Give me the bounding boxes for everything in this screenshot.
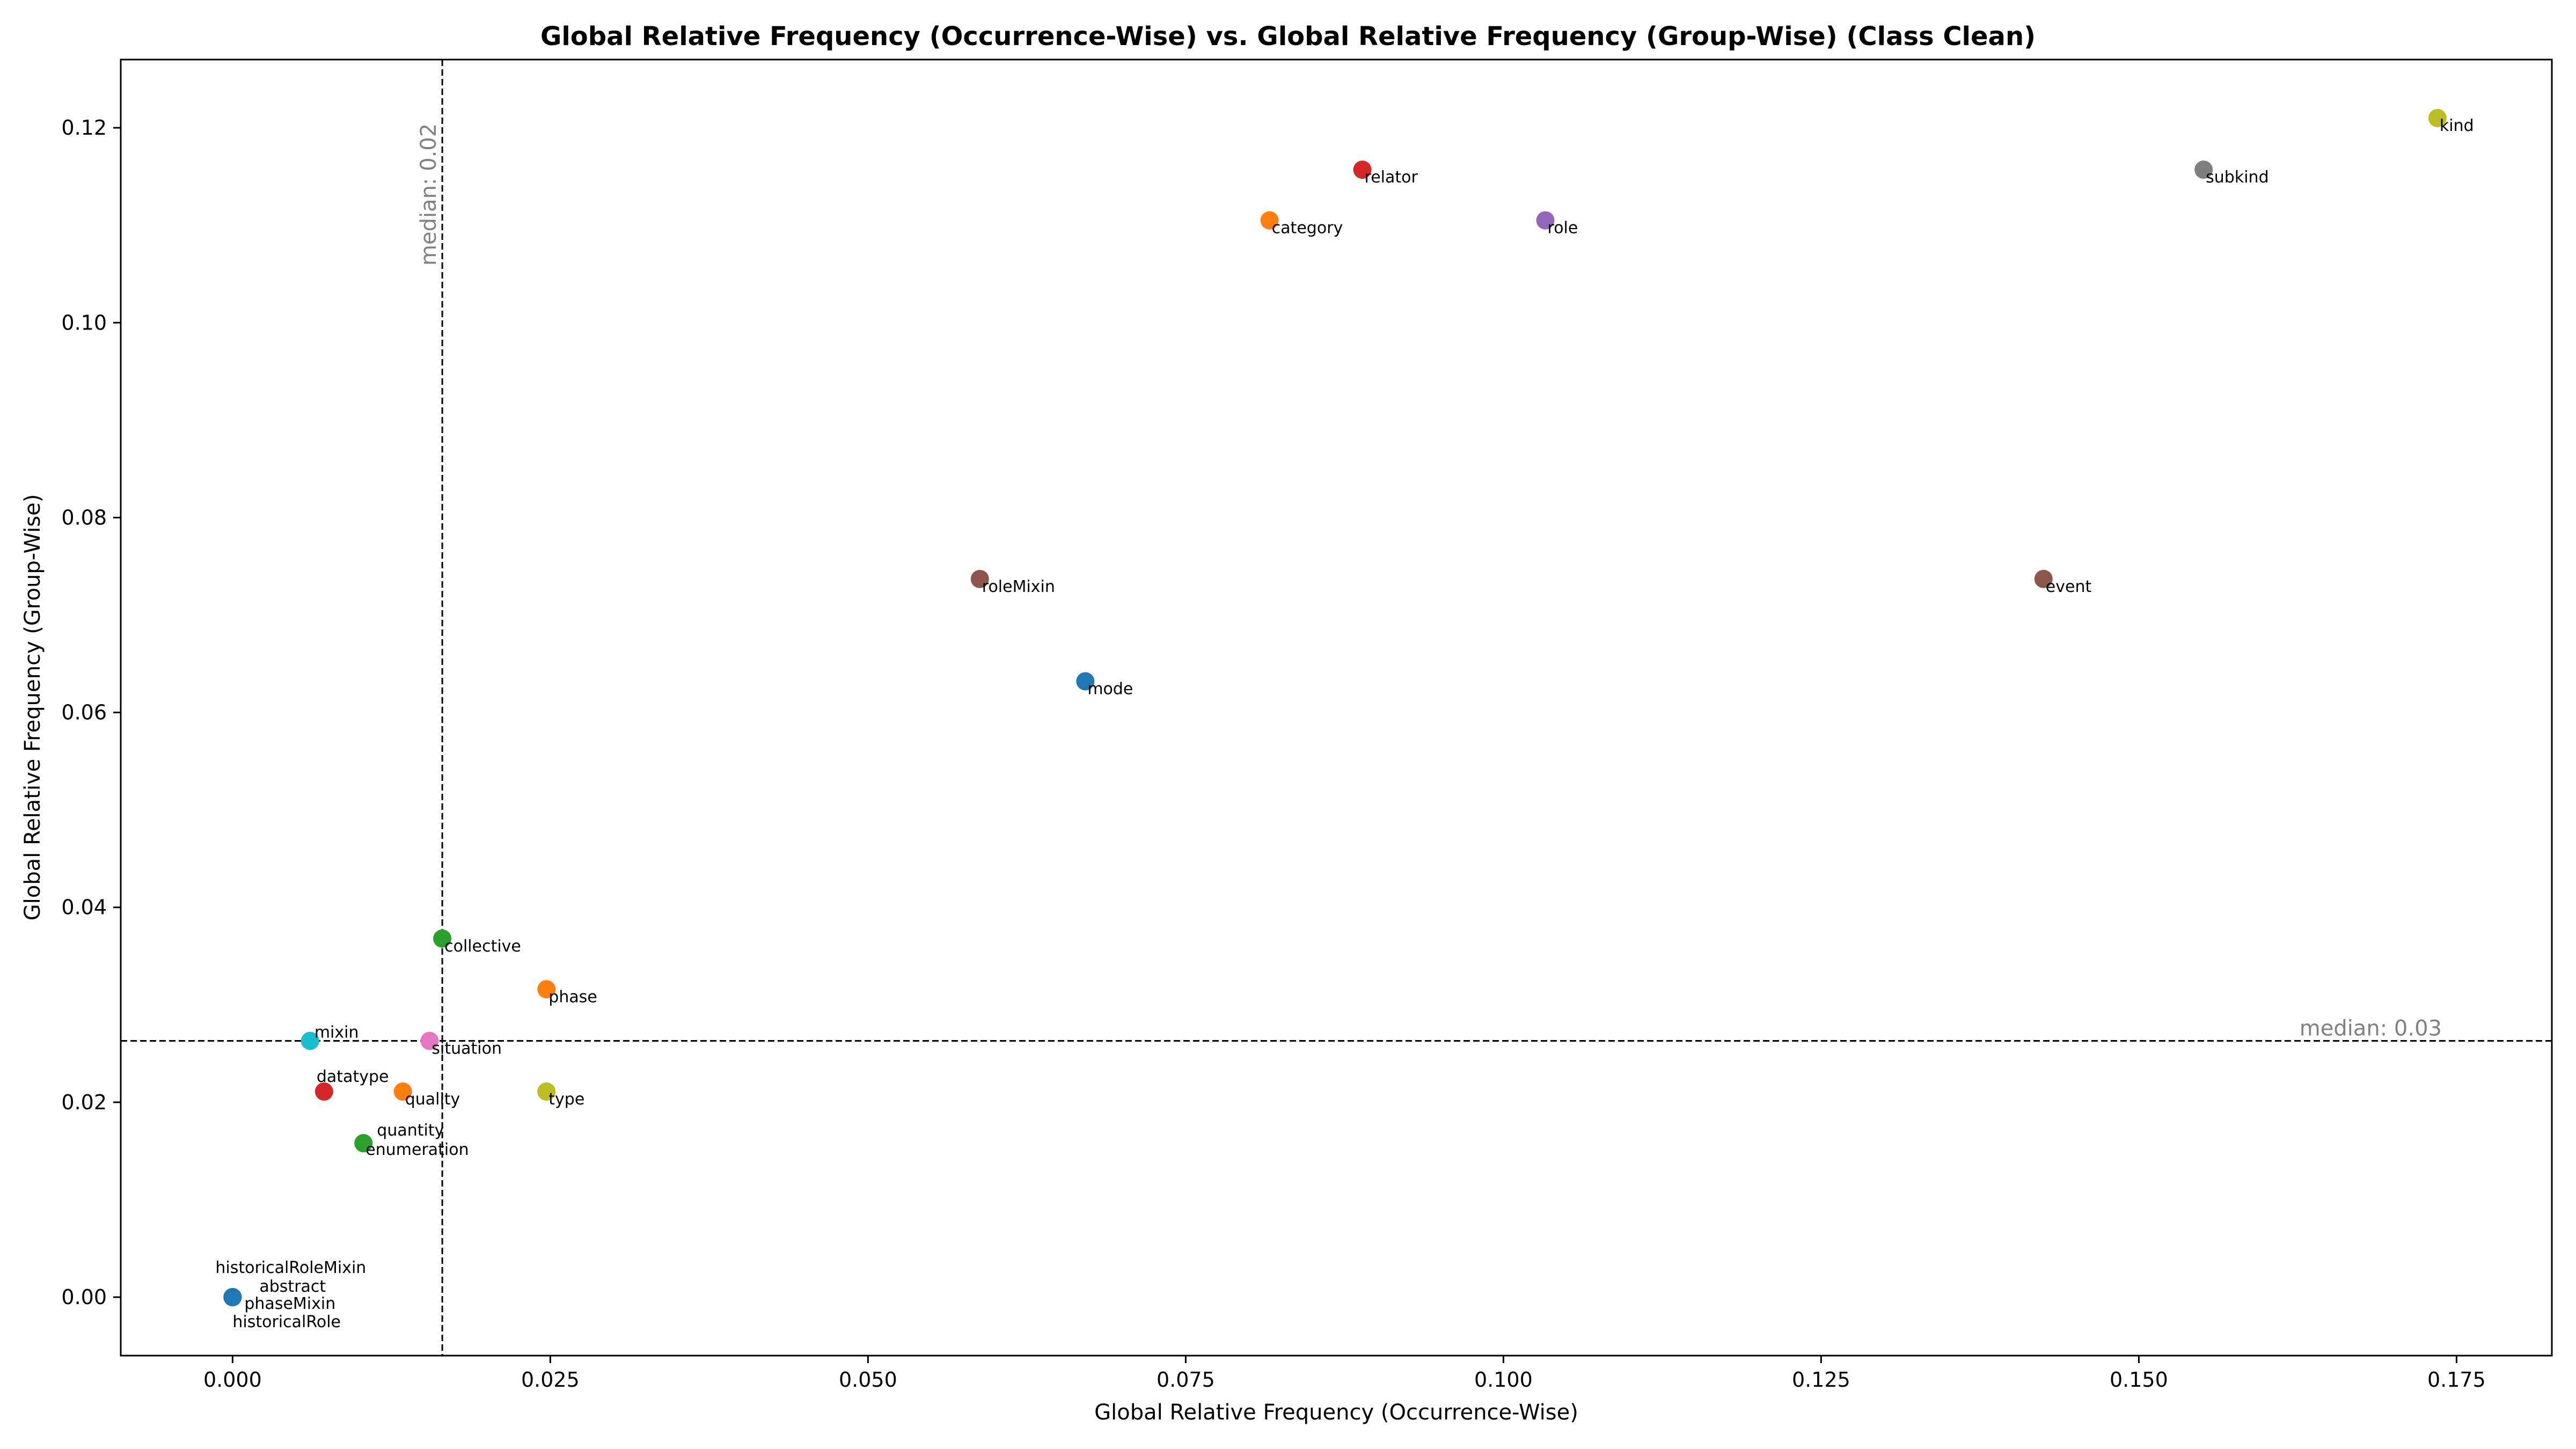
data-point-historicalRole (223, 1288, 242, 1307)
data-point-phase (537, 980, 556, 999)
x-tick-label: 0.150 (2110, 1368, 2168, 1392)
x-tick-label: 0.025 (521, 1368, 580, 1392)
x-tick-label: 0.000 (203, 1368, 262, 1392)
point-label-phaseMixin: phaseMixin (244, 1294, 335, 1313)
point-label-relator: relator (1365, 168, 1418, 187)
plot-area (120, 58, 2553, 1357)
point-label-collective: collective (444, 937, 521, 956)
x-axis-label: Global Relative Frequency (Occurrence-Wi… (1094, 1400, 1578, 1425)
x-tick-label: 0.050 (839, 1368, 897, 1392)
point-label-subkind: subkind (2206, 168, 2268, 187)
x-tick-label: 0.175 (2427, 1368, 2486, 1392)
data-point-kind (2428, 108, 2447, 127)
data-point-collective (433, 929, 452, 948)
point-label-phase: phase (548, 987, 597, 1006)
point-label-abstract: abstract (259, 1277, 326, 1296)
y-tick-label: 0.00 (61, 1285, 107, 1309)
data-point-mode (1076, 672, 1095, 691)
data-point-situation (420, 1031, 439, 1050)
y-tick-label: 0.04 (61, 896, 107, 919)
y-tick-label: 0.10 (61, 311, 107, 334)
point-label-roleMixin: roleMixin (982, 577, 1055, 596)
chart-title: Global Relative Frequency (Occurrence-Wi… (540, 21, 2036, 52)
point-label-kind: kind (2440, 116, 2474, 135)
point-label-enumeration: enumeration (365, 1140, 469, 1159)
y-tick-label: 0.02 (61, 1091, 107, 1114)
x-tick-label: 0.125 (1792, 1368, 1850, 1392)
point-label-category: category (1272, 219, 1343, 238)
point-label-datatype: datatype (317, 1067, 389, 1086)
point-label-event: event (2046, 577, 2092, 596)
point-label-role: role (1548, 219, 1578, 238)
scatter-points (223, 108, 2447, 1307)
point-labels: kind subkind relator category role roleMixin e… (215, 116, 2473, 1331)
x-tick-label: 0.075 (1157, 1368, 1215, 1392)
point-label-mode: mode (1087, 679, 1133, 698)
median-x-label: median: 0.02 (416, 123, 441, 266)
y-tick-label: 0.08 (61, 506, 107, 529)
data-point-subkind (2194, 160, 2213, 179)
data-point-role (1536, 211, 1555, 230)
point-label-historicalRole: historicalRole (232, 1313, 341, 1331)
x-tick-label: 0.100 (1474, 1368, 1533, 1392)
data-point-quality (393, 1082, 412, 1101)
point-label-mixin: mixin (314, 1023, 359, 1042)
data-point-category (1260, 211, 1279, 230)
point-label-situation: situation (431, 1040, 502, 1058)
y-tick-label: 0.06 (61, 701, 107, 724)
data-point-datatype (314, 1082, 333, 1101)
median-lines: median: 0.02 median: 0.03 (121, 60, 2552, 1356)
point-label-quality: quality (405, 1090, 460, 1109)
point-label-quantity: quantity (377, 1121, 444, 1140)
data-point-type (537, 1082, 556, 1101)
y-axis-label: Global Relative Frequency (Group-Wise) (20, 494, 45, 921)
point-label-historicalRoleMixin: historicalRoleMixin (215, 1258, 366, 1277)
x-axis: 0.000 0.025 0.050 0.075 0.100 0.125 0.150 0.175 (203, 1356, 2486, 1392)
y-axis: 0.00 0.02 0.04 0.06 0.08 0.10 0.12 (61, 116, 121, 1309)
y-tick-label: 0.12 (61, 116, 107, 140)
point-label-type: type (548, 1090, 584, 1109)
data-point-relator (1353, 160, 1372, 179)
median-y-label: median: 0.03 (2300, 1016, 2442, 1041)
data-point-roleMixin (970, 569, 989, 588)
data-point-event (2034, 569, 2053, 588)
data-point-mixin (301, 1031, 319, 1050)
data-point-enumeration (354, 1134, 373, 1153)
